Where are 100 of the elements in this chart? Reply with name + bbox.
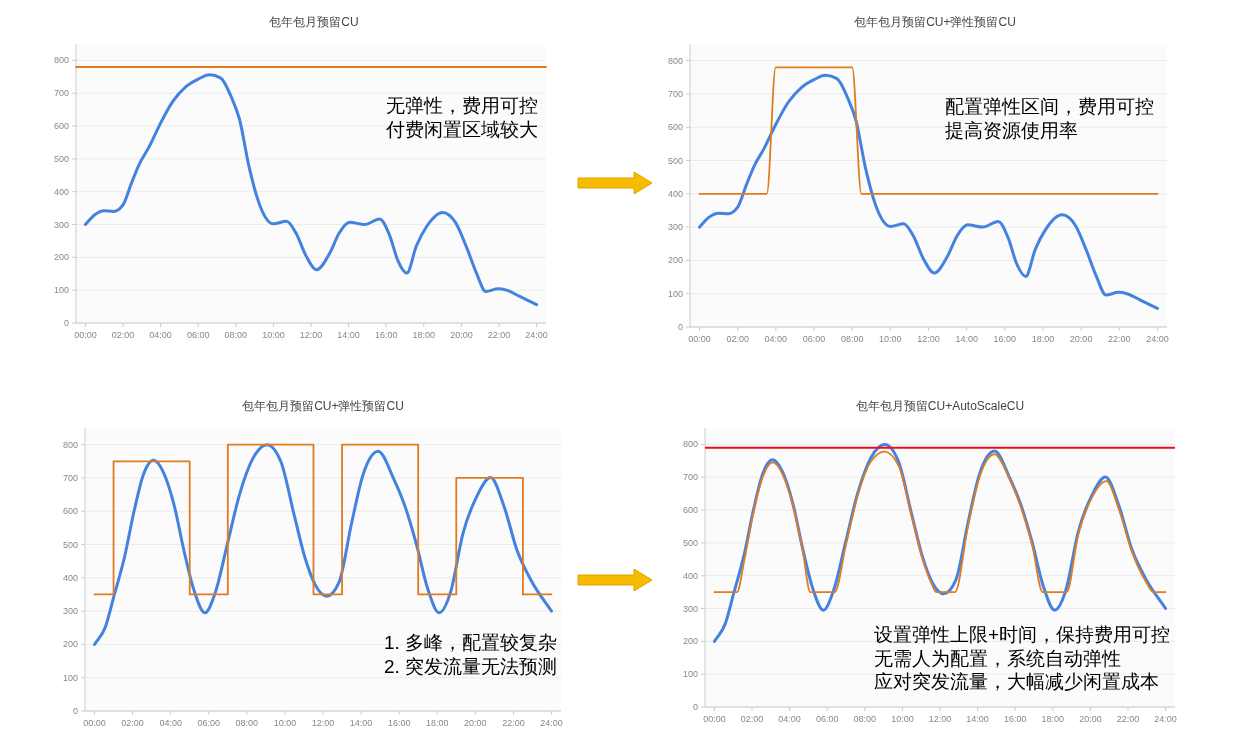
x-tick-label: 12:00 [917, 334, 940, 344]
y-tick-label: 700 [62, 472, 78, 483]
y-tick-label: 100 [682, 669, 698, 680]
y-tick-label: 500 [53, 153, 69, 164]
x-tick-label: 06:00 [186, 330, 210, 340]
x-tick-label: 22:00 [1116, 714, 1140, 724]
x-tick-label: 08:00 [224, 330, 248, 340]
y-tick-label: 700 [53, 88, 69, 99]
line-series [83, 73, 539, 307]
y-tick-label: 800 [53, 55, 69, 66]
x-tick-label: 04:00 [159, 718, 182, 728]
x-tick-label: 18:00 [1041, 714, 1065, 724]
x-tick-label: 12:00 [311, 718, 335, 728]
annotation: 无弹性，费用可控 [386, 95, 538, 116]
x-tick-label: 08:00 [840, 334, 864, 344]
x-tick-label: 08:00 [853, 714, 877, 724]
y-tick-label: 600 [682, 505, 698, 516]
y-tick-label: 500 [682, 537, 698, 548]
x-tick-label: 22:00 [487, 330, 511, 340]
annotation: 付费闲置区域较大 [385, 118, 538, 140]
x-tick-label: 24:00 [1154, 714, 1177, 724]
x-tick-label: 14:00 [966, 714, 989, 724]
x-tick-label: 14:00 [337, 330, 360, 340]
annotation: 2. 突发流量无法预测 [384, 655, 558, 677]
y-tick-label: 400 [53, 186, 69, 197]
x-tick-label: 06:00 [802, 334, 826, 344]
chart-title: 包年包月预留CU [269, 15, 359, 29]
y-tick-label: 500 [62, 539, 78, 550]
x-tick-label: 10:00 [891, 714, 914, 724]
y-tick-label: 800 [62, 439, 78, 450]
x-tick-label: 22:00 [1108, 334, 1131, 344]
x-tick-label: 22:00 [502, 718, 525, 728]
x-tick-label: 24:00 [540, 718, 563, 728]
y-tick-label: 0 [72, 706, 78, 716]
y-tick-label: 0 [677, 322, 683, 332]
x-tick-label: 10:00 [273, 718, 297, 728]
y-tick-label: 0 [692, 702, 698, 712]
x-tick-label: 04:00 [778, 714, 801, 724]
y-tick-label: 700 [667, 88, 683, 99]
x-tick-label: 18:00 [412, 330, 436, 340]
x-tick-label: 02:00 [726, 334, 749, 344]
x-tick-label: 10:00 [262, 330, 285, 340]
y-tick-label: 300 [62, 606, 78, 617]
x-tick-label: 20:00 [464, 718, 487, 728]
x-tick-label: 00:00 [74, 330, 97, 340]
line-series [698, 73, 1159, 310]
chart-title: 包年包月预留CU+AutoScaleCU [855, 399, 1025, 413]
y-tick-label: 800 [667, 55, 683, 66]
y-tick-label: 700 [682, 472, 698, 483]
x-tick-label: 16:00 [1003, 714, 1027, 724]
x-tick-label: 18:00 [1031, 334, 1055, 344]
x-tick-label: 00:00 [83, 718, 106, 728]
y-tick-label: 500 [667, 155, 683, 166]
x-tick-label: 16:00 [993, 334, 1017, 344]
y-tick-label: 400 [62, 572, 78, 583]
y-tick-label: 200 [667, 255, 683, 266]
line-series [713, 450, 1167, 594]
y-tick-label: 400 [667, 188, 683, 199]
x-tick-label: 02:00 [121, 718, 144, 728]
x-tick-label: 02:00 [111, 330, 135, 340]
y-tick-label: 600 [667, 122, 683, 133]
x-tick-label: 14:00 [349, 718, 373, 728]
y-tick-label: 0 [63, 318, 69, 328]
x-tick-label: 06:00 [815, 714, 839, 724]
y-tick-label: 100 [62, 672, 78, 683]
y-tick-label: 800 [682, 439, 698, 450]
x-tick-label: 24:00 [1146, 334, 1169, 344]
x-tick-label: 04:00 [764, 334, 788, 344]
y-tick-label: 300 [53, 219, 69, 230]
x-tick-label: 10:00 [879, 334, 902, 344]
y-tick-label: 600 [62, 506, 78, 517]
annotation: 配置弹性区间，费用可控 [945, 96, 1154, 117]
x-tick-label: 16:00 [387, 718, 411, 728]
x-tick-label: 20:00 [450, 330, 473, 340]
x-tick-label: 24:00 [525, 330, 548, 340]
y-tick-label: 600 [53, 121, 69, 132]
y-tick-label: 200 [62, 639, 78, 650]
y-tick-label: 200 [682, 636, 698, 647]
x-tick-label: 02:00 [740, 714, 764, 724]
y-tick-label: 400 [682, 570, 698, 581]
y-tick-label: 300 [667, 222, 683, 233]
x-tick-label: 16:00 [374, 330, 398, 340]
x-tick-label: 18:00 [425, 718, 449, 728]
annotation: 提高资源使用率 [945, 119, 1078, 141]
chart-title: 包年包月预留CU+弹性预留CU [854, 15, 1016, 29]
x-tick-label: 12:00 [299, 330, 323, 340]
annotation: 无需人为配置，系统自动弹性 [874, 647, 1121, 669]
y-tick-label: 200 [53, 252, 69, 263]
x-tick-label: 12:00 [928, 714, 952, 724]
x-tick-label: 08:00 [235, 718, 259, 728]
y-tick-label: 100 [667, 288, 683, 299]
annotation: 设置弹性上限+时间，保持费用可控 [874, 624, 1171, 645]
x-tick-label: 14:00 [955, 334, 978, 344]
x-tick-label: 20:00 [1069, 334, 1093, 344]
chart-title: 包年包月预留CU+弹性预留CU [242, 399, 404, 413]
x-tick-label: 00:00 [688, 334, 711, 344]
x-tick-label: 00:00 [703, 714, 726, 724]
x-tick-label: 04:00 [149, 330, 172, 340]
annotation: 1. 多峰，配置较复杂 [384, 632, 558, 653]
x-tick-label: 06:00 [197, 718, 221, 728]
